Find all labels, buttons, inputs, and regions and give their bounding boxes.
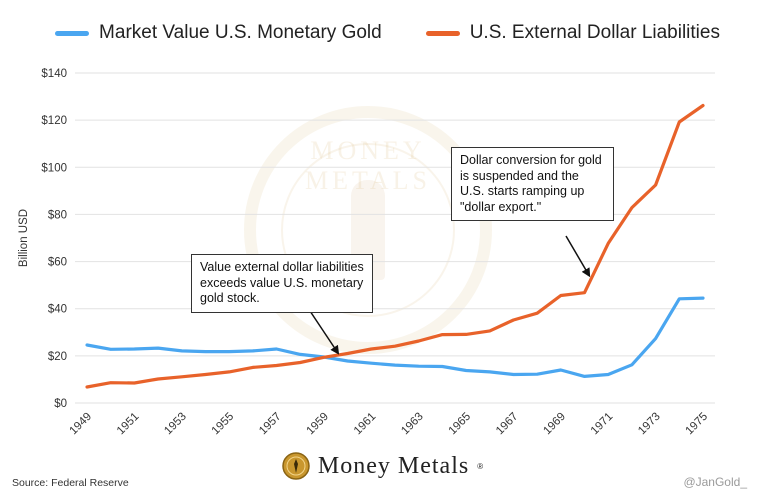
- registered-mark: ®: [477, 461, 484, 471]
- legend-item-liabilities: U.S. External Dollar Liabilities: [425, 22, 720, 44]
- y-tick-label: $40: [48, 304, 67, 316]
- y-tick-label: $100: [41, 162, 67, 174]
- x-tick-label: 1951: [115, 411, 142, 438]
- annotation-crossover: Value external dollar liabilities exceed…: [191, 254, 373, 313]
- x-tick-label: 1959: [304, 411, 331, 438]
- brand-logo: Money Metals ®: [0, 452, 765, 480]
- x-tick-label: 1971: [589, 411, 616, 438]
- y-tick-label: $120: [41, 115, 67, 127]
- y-tick-label: $60: [48, 257, 67, 269]
- legend-label-liabilities: U.S. External Dollar Liabilities: [469, 22, 720, 43]
- x-tick-label: 1973: [636, 411, 663, 438]
- x-tick-label: 1967: [494, 411, 521, 438]
- y-tick-label: $140: [41, 68, 67, 80]
- x-tick-label: 1953: [162, 411, 189, 438]
- source-note: Source: Federal Reserve: [12, 477, 129, 489]
- x-tick-label: 1975: [684, 411, 711, 438]
- logo-text: Money Metals: [317, 452, 470, 479]
- legend-label-gold: Market Value U.S. Monetary Gold: [99, 22, 382, 43]
- coin-icon: [282, 452, 310, 480]
- annotation-suspension: Dollar conversion for gold is suspended …: [451, 147, 614, 221]
- x-tick-label: 1963: [399, 411, 426, 438]
- x-tick-label: 1969: [541, 411, 568, 438]
- x-tick-label: 1961: [352, 411, 379, 438]
- watermark-text: MONEY METALS: [305, 136, 431, 195]
- annotation-arrow-suspension: [565, 235, 591, 278]
- legend-swatch-liabilities: [425, 30, 460, 36]
- series-line-gold: [85, 296, 705, 378]
- annotation-arrow-crossover: [309, 310, 340, 355]
- x-tick-label: 1949: [68, 411, 95, 438]
- legend-item-gold: Market Value U.S. Monetary Gold: [55, 22, 382, 44]
- chart-legend: Market Value U.S. Monetary Gold U.S. Ext…: [55, 22, 720, 44]
- series-line-liabilities: [85, 103, 705, 389]
- y-axis-label: Billion USD: [18, 209, 30, 267]
- y-tick-label: $0: [54, 398, 67, 410]
- legend-swatch-gold: [55, 30, 90, 36]
- x-tick-label: 1955: [210, 411, 237, 438]
- x-tick-label: 1965: [447, 411, 474, 438]
- author-credit: @JanGold_: [683, 475, 747, 489]
- y-tick-label: $20: [48, 351, 67, 363]
- y-tick-label: $80: [48, 209, 67, 221]
- x-tick-label: 1957: [257, 411, 284, 438]
